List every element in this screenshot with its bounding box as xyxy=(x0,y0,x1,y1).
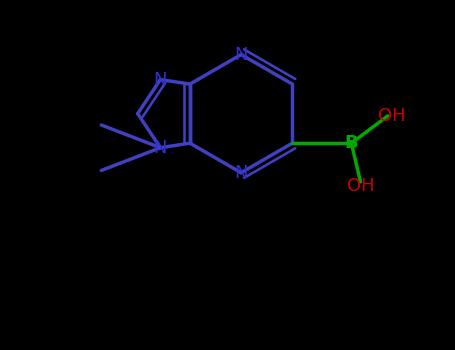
Text: N: N xyxy=(234,46,248,64)
Text: N: N xyxy=(234,164,248,182)
Text: N: N xyxy=(154,71,167,89)
Text: OH: OH xyxy=(347,177,374,195)
Text: B: B xyxy=(344,134,358,152)
Text: OH: OH xyxy=(379,107,406,125)
Text: N: N xyxy=(154,139,167,157)
